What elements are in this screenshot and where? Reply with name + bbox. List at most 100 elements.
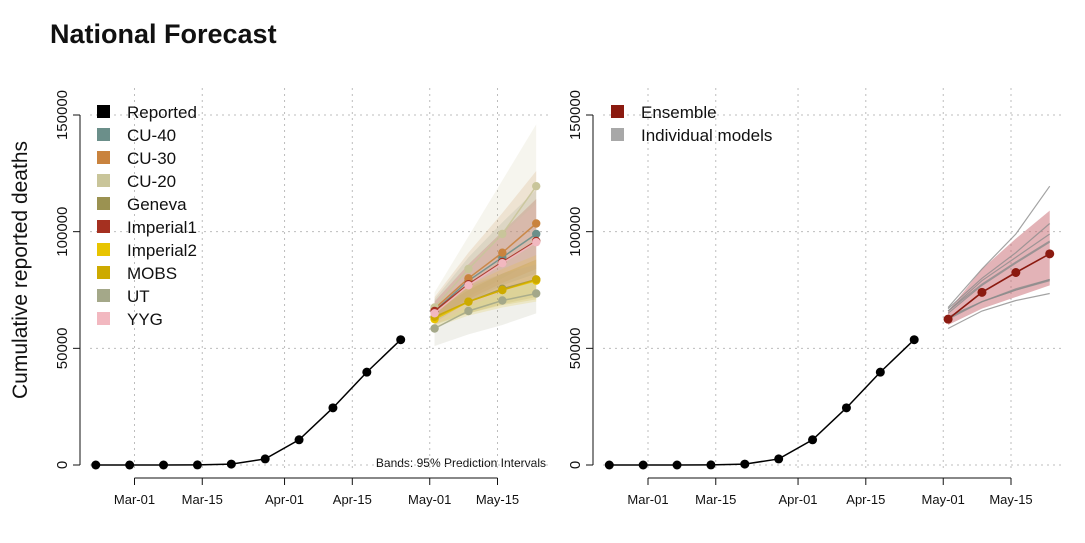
individual-model-line: [947, 185, 1051, 308]
individual-model-line: [947, 240, 1051, 312]
legend-label: Imperial2: [127, 241, 197, 260]
series-point: [498, 296, 507, 305]
legend-label: Geneva: [127, 195, 187, 214]
y-tick-label: 100000: [567, 207, 584, 257]
right-panel: 0 50000 100000 150000 Mar-01 Mar-15 Apr-01 Apr-…: [567, 88, 1062, 507]
ensemble-point: [977, 287, 987, 297]
reported-point: [125, 460, 135, 470]
prediction-band: [434, 255, 537, 328]
reported-point: [604, 460, 614, 470]
reported-point: [396, 335, 406, 345]
reported-point: [909, 335, 919, 345]
legend-swatch: [97, 243, 110, 256]
x-tick-label: Apr-15: [333, 492, 372, 507]
legend-label: MOBS: [127, 264, 177, 283]
individual-model-line: [947, 223, 1051, 310]
reported-point: [706, 460, 716, 470]
legend-swatch: [97, 289, 110, 302]
chart-title: National Forecast: [50, 19, 277, 49]
legend-swatch: [97, 128, 110, 141]
series-line: [434, 292, 537, 330]
y-tick-label: 0: [567, 461, 584, 469]
legend-label: CU-30: [127, 149, 176, 168]
bands-note: Bands: 95% Prediction Intervals: [376, 456, 546, 470]
prediction-band: [434, 259, 537, 324]
ensemble-point: [1011, 268, 1021, 277]
legend-label: Individual models: [641, 126, 772, 145]
prediction-band: [434, 203, 537, 325]
series-point: [532, 289, 541, 298]
reported-point: [192, 460, 202, 470]
series-line: [434, 240, 537, 312]
x-tick-label: May-15: [989, 492, 1032, 507]
legend-label: YYG: [127, 310, 163, 329]
individual-model-line: [947, 233, 1051, 312]
x-tick-label: Apr-01: [265, 492, 304, 507]
legend-swatch: [97, 220, 110, 233]
series-line: [434, 222, 537, 310]
ensemble-point: [943, 314, 953, 324]
y-tick-label: 0: [54, 461, 71, 469]
y-tick-label: 50000: [54, 327, 71, 369]
legend-swatch: [611, 128, 624, 141]
reported-point: [740, 459, 750, 469]
y-tick-label: 150000: [54, 90, 71, 140]
legend-swatch: [97, 151, 110, 164]
series-point: [430, 324, 439, 333]
legend-label: UT: [127, 287, 150, 306]
x-tick-label: Mar-15: [695, 492, 736, 507]
series-point: [464, 274, 473, 283]
y-tick-label: 150000: [567, 90, 584, 140]
series-point: [532, 181, 541, 191]
legend-label: CU-20: [127, 172, 176, 191]
series-point: [498, 229, 507, 239]
series-line: [434, 278, 537, 318]
reported-point: [260, 454, 270, 464]
series-point: [464, 297, 473, 306]
x-tick-label: May-01: [922, 492, 965, 507]
x-tick-label: Mar-01: [627, 492, 668, 507]
reported-point: [672, 460, 682, 470]
reported-point: [91, 460, 101, 470]
reported-point: [774, 454, 784, 464]
y-axis-label: Cumulative reported deaths: [9, 141, 32, 399]
x-tick-label: Apr-15: [846, 492, 885, 507]
reported-point: [294, 435, 304, 445]
reported-point: [875, 367, 885, 377]
legend-swatch: [97, 197, 110, 210]
reported-line: [95, 339, 402, 466]
legend-label: Ensemble: [641, 103, 717, 122]
legend-label: CU-40: [127, 126, 176, 145]
legend-swatch: [97, 312, 110, 325]
x-tick-label: May-15: [476, 492, 519, 507]
series-point: [498, 285, 507, 295]
series-line: [434, 241, 537, 314]
individual-model-line: [947, 292, 1050, 330]
series-point: [498, 258, 507, 268]
series-point: [498, 248, 507, 257]
prediction-band: [434, 259, 537, 325]
ensemble-band: [948, 210, 1050, 325]
individual-model-line: [947, 278, 1050, 318]
x-tick-label: Mar-15: [182, 492, 223, 507]
prediction-band: [434, 124, 537, 321]
series-line: [434, 185, 537, 308]
series-point: [430, 309, 439, 318]
legend-label: Imperial1: [127, 218, 197, 237]
series-point: [532, 229, 541, 239]
series-point: [532, 275, 541, 284]
x-tick-label: May-01: [408, 492, 451, 507]
y-tick-label: 100000: [54, 207, 71, 257]
reported-point: [226, 459, 236, 469]
reported-line: [609, 339, 915, 466]
reported-point: [841, 403, 851, 413]
x-tick-label: Apr-01: [779, 492, 818, 507]
legend-label: Reported: [127, 103, 197, 122]
series-line: [434, 233, 537, 312]
x-tick-label: Mar-01: [114, 492, 155, 507]
series-point: [464, 306, 473, 316]
series-point: [532, 237, 541, 247]
reported-point: [328, 403, 338, 413]
